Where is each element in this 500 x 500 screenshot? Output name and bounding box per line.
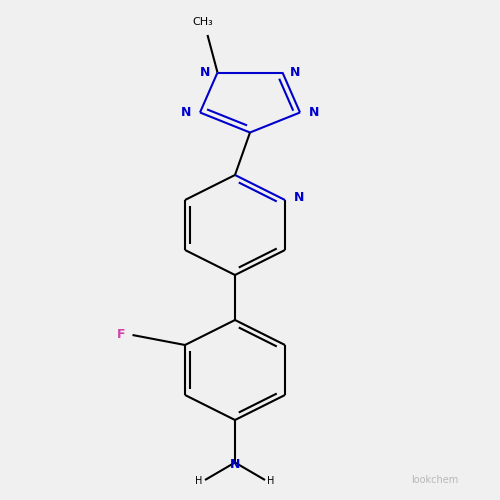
- Text: N: N: [200, 66, 210, 79]
- Text: H: H: [268, 476, 274, 486]
- Text: F: F: [116, 328, 125, 342]
- Text: CH₃: CH₃: [192, 18, 213, 28]
- Text: lookchem: lookchem: [412, 475, 459, 485]
- Text: N: N: [294, 191, 304, 204]
- Text: N: N: [230, 458, 240, 471]
- Text: N: N: [181, 106, 191, 119]
- Text: H: H: [196, 476, 202, 486]
- Text: N: N: [290, 66, 300, 79]
- Text: N: N: [309, 106, 319, 119]
